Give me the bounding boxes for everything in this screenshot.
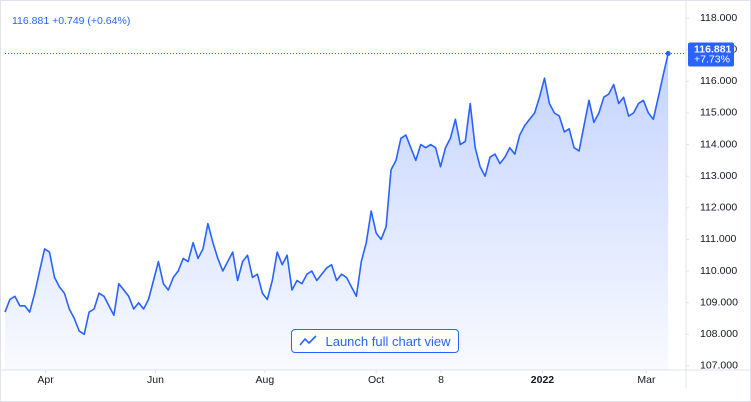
x-tick-label: Oct	[368, 374, 384, 386]
badge-price: 116.881	[694, 43, 732, 55]
y-tick-label: 114.000	[700, 138, 737, 150]
area-fill	[5, 53, 669, 370]
y-tick-label: 108.000	[700, 328, 738, 340]
x-tick-label: 8	[438, 374, 444, 386]
y-tick-label: 112.000	[700, 202, 737, 214]
y-tick-label: 113.000	[700, 170, 737, 182]
x-tick-label: Apr	[37, 374, 54, 386]
y-tick-label: 116.000	[700, 75, 737, 87]
y-tick-label: 110.000	[700, 265, 737, 277]
launch-icon	[299, 335, 318, 346]
badge-change: +7.73%	[694, 53, 730, 65]
x-tick-label: Jun	[147, 374, 164, 386]
x-tick-label: 2022	[531, 374, 555, 386]
header-quote: 116.881 +0.749 (+0.64%)	[12, 15, 130, 27]
y-tick-label: 107.000	[700, 360, 738, 372]
y-tick-label: 111.000	[700, 233, 737, 245]
launch-button[interactable]: Launch full chart view	[291, 329, 459, 353]
last-point	[665, 50, 671, 56]
price-line	[4, 53, 669, 336]
y-tick-label: 109.000	[700, 296, 738, 308]
price-badge	[688, 42, 734, 67]
y-tick-label: 115.000	[700, 107, 737, 119]
x-tick-label: Mar	[637, 374, 656, 386]
x-tick-label: Aug	[255, 374, 274, 386]
launch-label: Launch full chart view	[325, 333, 451, 349]
y-tick-label: 118.000	[700, 12, 737, 24]
